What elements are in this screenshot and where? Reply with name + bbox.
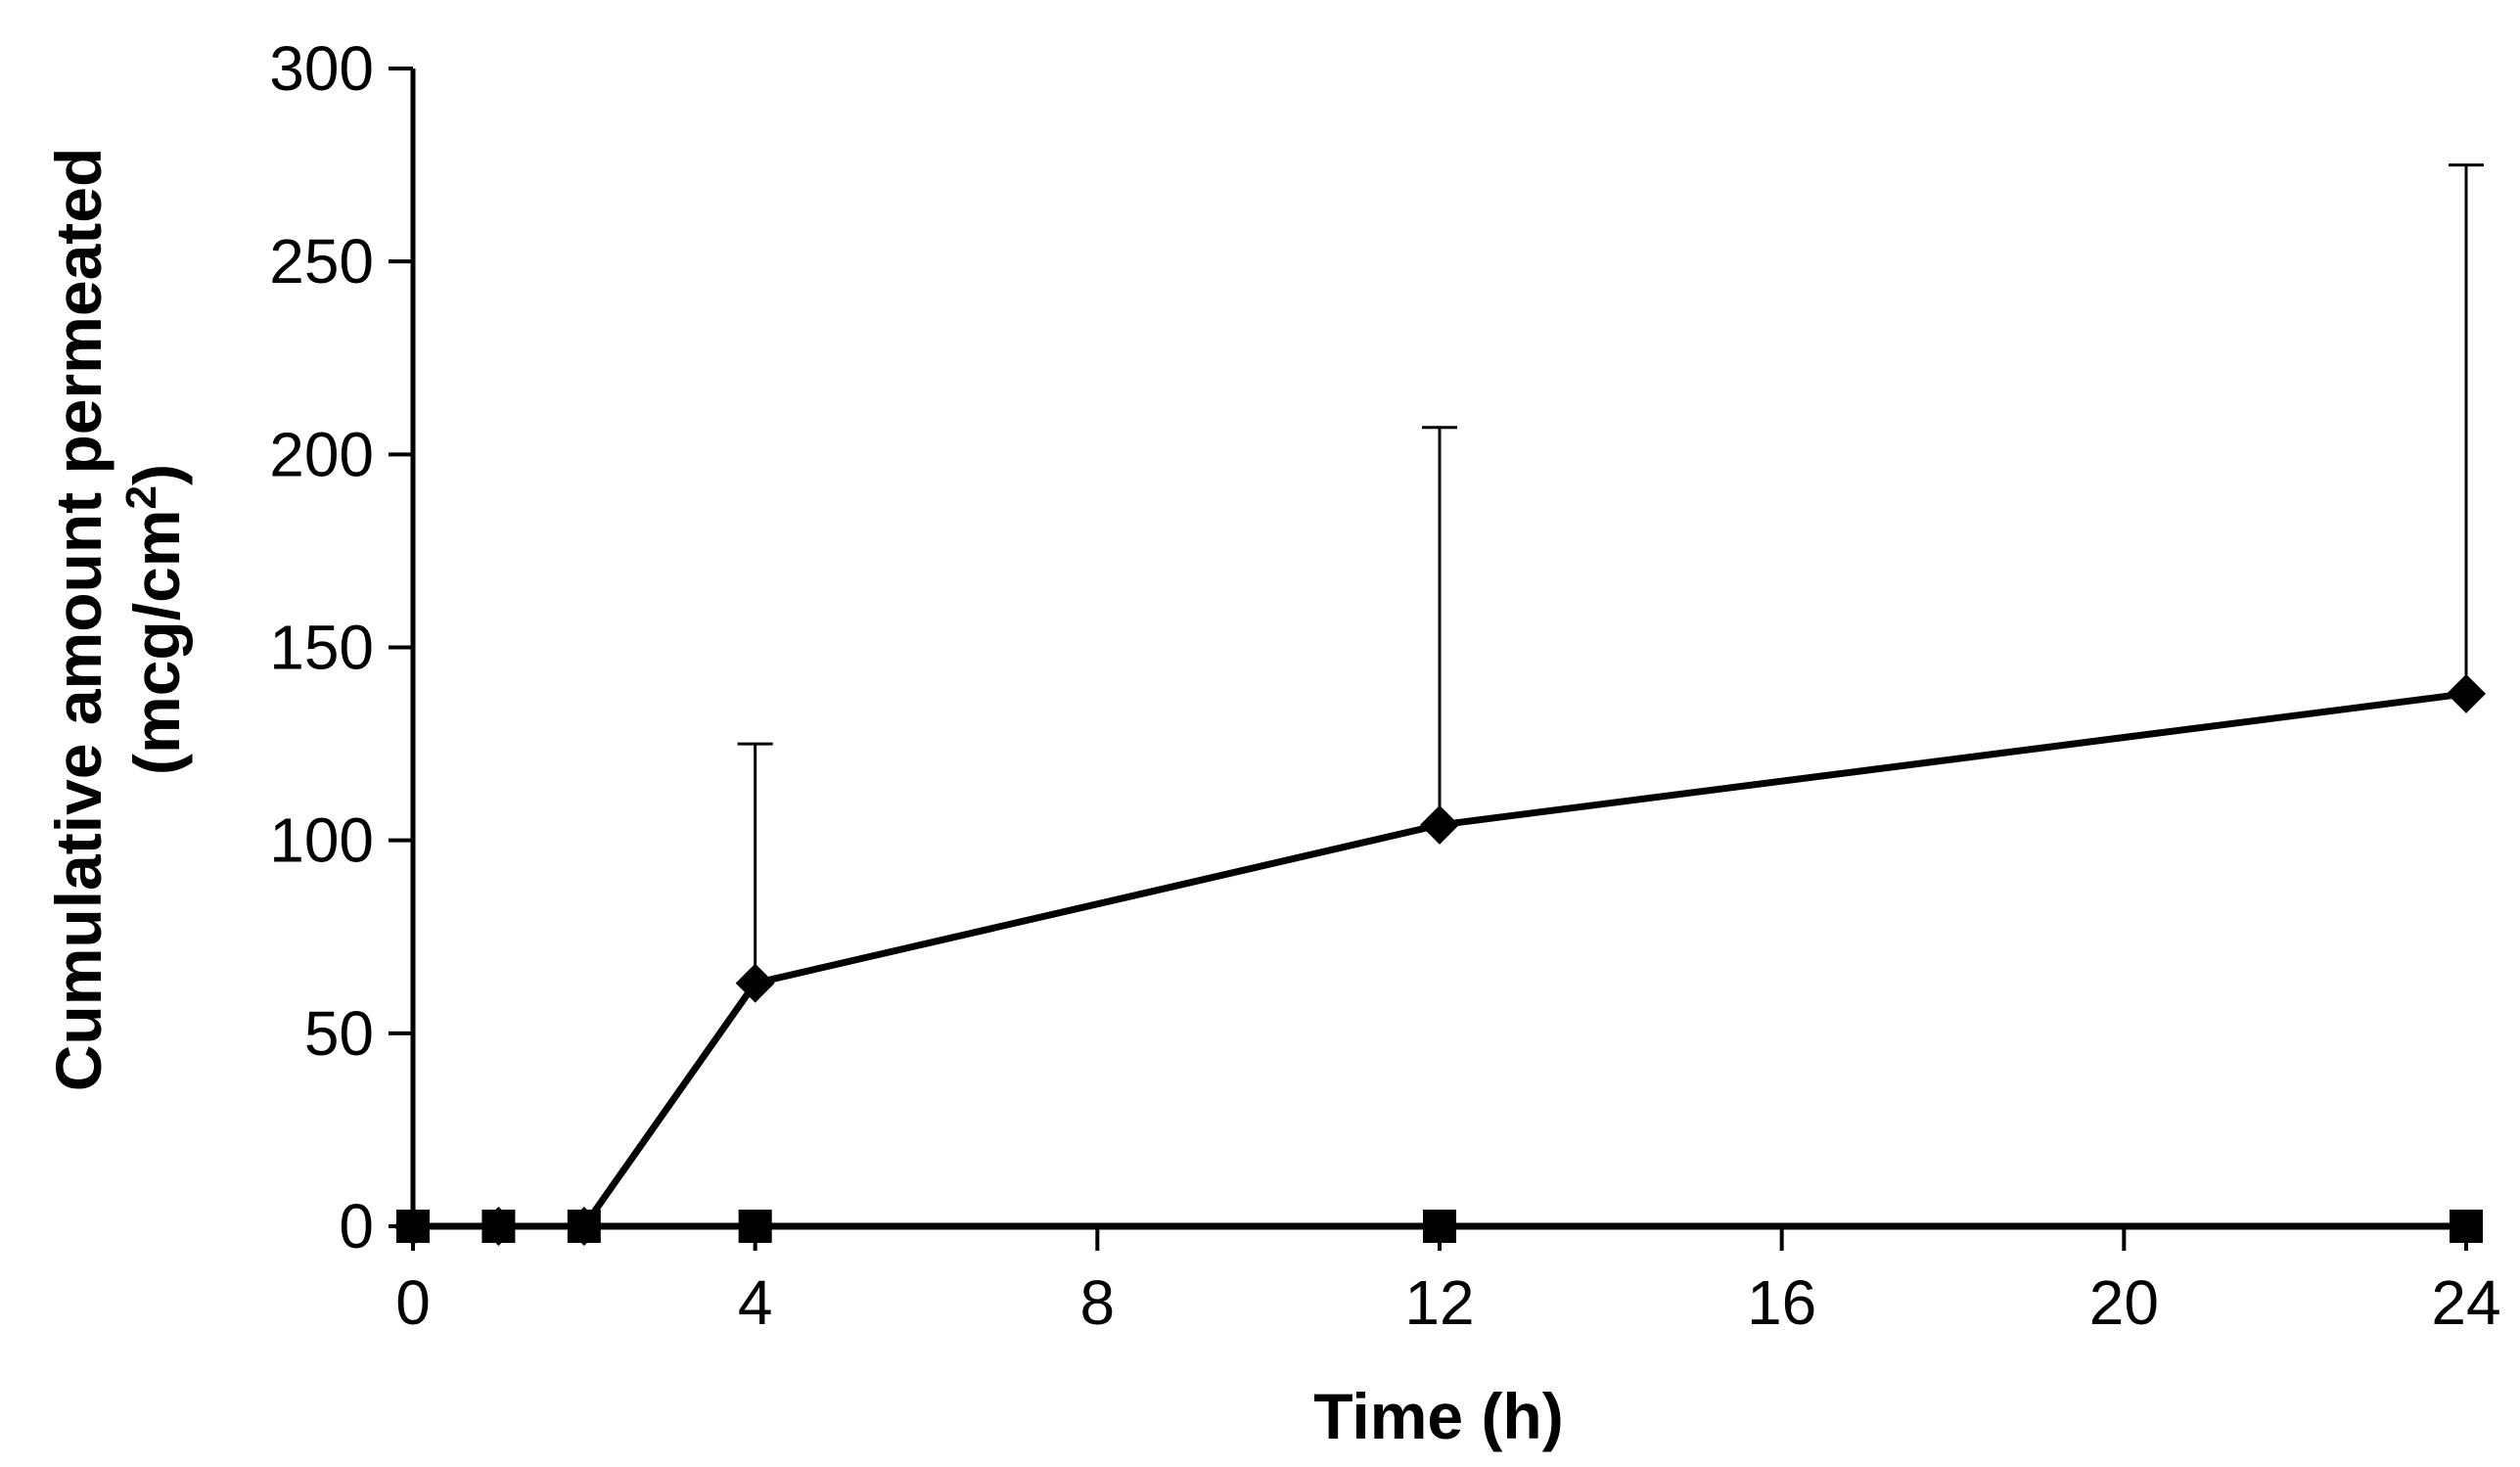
- y-tick-label: 100: [269, 805, 374, 876]
- data-point-square: [396, 1210, 430, 1243]
- data-point-square: [738, 1210, 772, 1243]
- y-axis-title-unit: (mcg/cm: [120, 510, 193, 775]
- x-tick-label: 16: [1747, 1267, 1816, 1338]
- y-axis-title-close: ): [120, 464, 193, 485]
- x-tick-label: 8: [1080, 1267, 1116, 1338]
- markers: [393, 673, 2486, 1246]
- y-axis-title-group: Cumulative amount permeated: [42, 148, 115, 1092]
- data-point-square: [481, 1210, 516, 1243]
- x-tick-label: 4: [738, 1267, 773, 1338]
- y-tick-label: 300: [269, 33, 374, 104]
- x-tick-label: 0: [395, 1267, 431, 1338]
- y-axis-title-superscript: 2: [117, 485, 165, 509]
- y-tick-label: 50: [304, 998, 374, 1069]
- x-tick-label: 12: [1404, 1267, 1474, 1338]
- y-tick-label: 0: [339, 1191, 374, 1261]
- x-axis-title: Time (h): [1313, 1380, 1563, 1452]
- data-point-square: [1423, 1210, 1456, 1243]
- y-tick-label: 200: [269, 419, 374, 489]
- ticks: 0 50 100 150 200 250 300 0 4 8 12 16 20 24: [269, 33, 2500, 1338]
- x-tick-label: 20: [2089, 1267, 2159, 1338]
- x-tick-label: 24: [2431, 1267, 2500, 1338]
- data-point-square: [567, 1210, 601, 1243]
- data-point-diamond: [1420, 804, 1459, 845]
- y-axis-title-line2: (mcg/cm2): [117, 464, 193, 775]
- data-point-diamond: [2447, 673, 2486, 713]
- y-tick-label: 150: [269, 613, 374, 683]
- error-bars: [737, 163, 2484, 984]
- data-point-square: [2450, 1210, 2483, 1243]
- data-point-diamond: [735, 963, 775, 1003]
- y-axis-title-group-2: (mcg/cm2): [117, 464, 193, 775]
- y-axis-title-line1: Cumulative amount permeated: [42, 148, 115, 1092]
- y-tick-label: 250: [269, 226, 374, 297]
